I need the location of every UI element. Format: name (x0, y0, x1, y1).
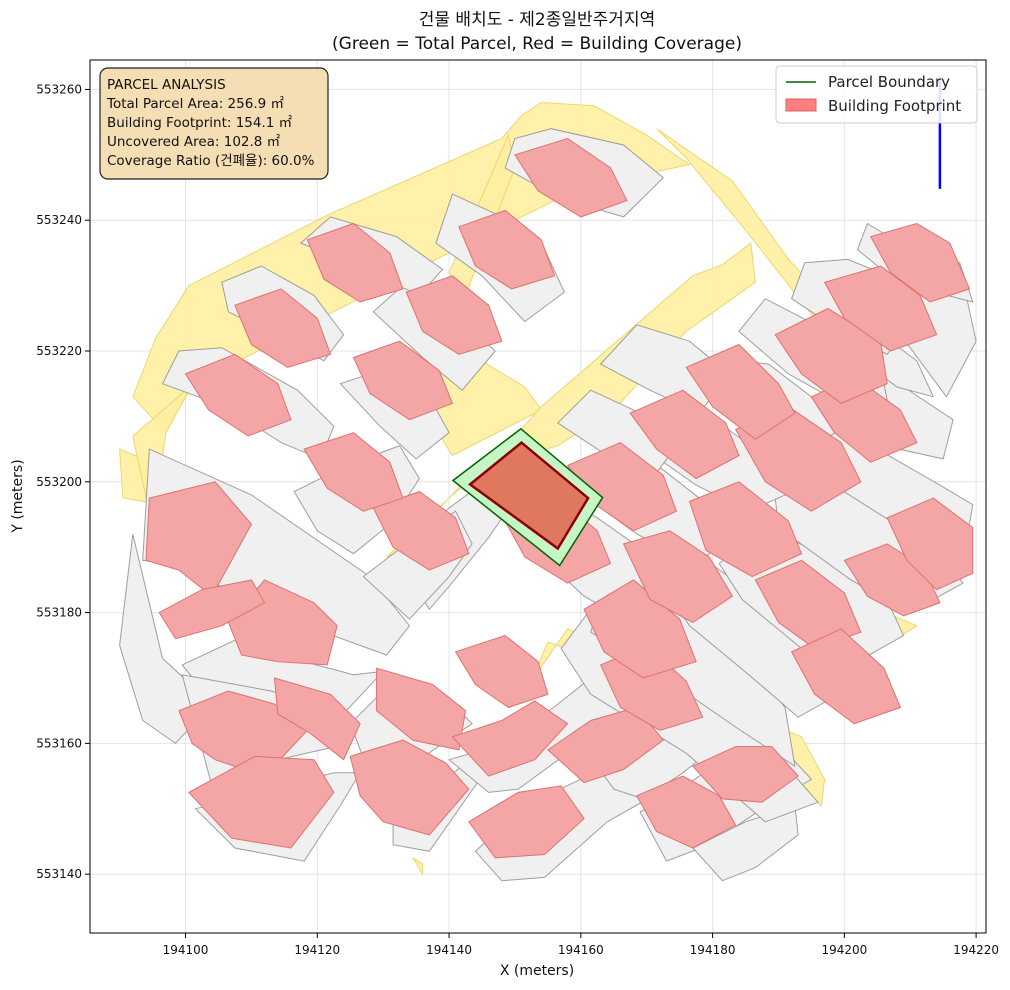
neighbor-parcel (691, 804, 799, 882)
y-tick-label: 553240 (36, 213, 82, 227)
y-tick-label: 553220 (36, 344, 82, 358)
building-footprint (273, 677, 361, 761)
building-footprint (184, 353, 292, 437)
building-footprint (187, 755, 335, 849)
info-line-total-area: Total Parcel Area: 256.9 ㎡ (106, 96, 284, 112)
x-tick-label: 194120 (294, 943, 340, 957)
building-footprint (158, 579, 266, 640)
building-footprint (451, 700, 569, 777)
chart-subtitle: (Green = Total Parcel, Red = Building Co… (332, 34, 742, 54)
legend: Parcel Boundary Building Footprint (775, 65, 978, 124)
x-tick-label: 194180 (690, 943, 736, 957)
building-footprint (303, 432, 404, 512)
axis-ticks: 194100 194120 194140 194160 194180 194200 1942… (36, 82, 999, 957)
parcel-analysis-box: PARCEL ANALYSIS Total Parcel Area: 256.9… (99, 67, 329, 180)
target-layer (451, 427, 604, 567)
building-footprint (234, 288, 332, 368)
building-footprint (774, 307, 888, 404)
info-line-title: PARCEL ANALYSIS (107, 77, 226, 93)
target-building (468, 440, 590, 551)
building-footprint (691, 746, 799, 803)
map-layers (119, 76, 977, 882)
legend-label-parcel-boundary: Parcel Boundary (828, 73, 950, 91)
plot-area: 194100 194120 194140 194160 194180 194200 1942… (36, 59, 999, 957)
legend-background (775, 65, 978, 124)
y-tick-label: 553200 (36, 475, 82, 489)
y-tick-label: 553260 (36, 82, 82, 96)
building-footprint (468, 785, 585, 859)
building-footprint (790, 628, 902, 725)
building-footprint (685, 343, 796, 440)
building-footprint (306, 222, 404, 303)
building-footprint (376, 667, 467, 751)
legend-label-building-footprint: Building Footprint (828, 97, 961, 115)
building-footprint (454, 634, 549, 708)
building-footprint (178, 690, 309, 777)
building-footprint (514, 137, 628, 218)
building-footprint (458, 209, 556, 290)
building-footprint (352, 340, 454, 421)
building-footprint (629, 389, 740, 480)
axes-frame (89, 59, 987, 934)
x-tick-label: 194200 (821, 943, 867, 957)
y-tick-label: 553180 (36, 606, 82, 620)
building-footprint (754, 559, 862, 650)
chart-title: 건물 배치도 - 제2종일반주거지역 (419, 10, 655, 30)
building-footprint (622, 530, 734, 623)
legend-swatch-building-footprint (785, 98, 817, 112)
building-footprint (886, 497, 974, 591)
y-tick-label: 553140 (36, 867, 82, 881)
building-footprint (583, 579, 697, 679)
x-tick-label: 194220 (953, 943, 999, 957)
x-axis-label: X (meters) (500, 963, 574, 979)
building-footprint (843, 543, 941, 617)
building-footprint (349, 739, 470, 836)
x-tick-label: 194100 (163, 943, 209, 957)
info-line-coverage-ratio: Coverage Ratio (건폐율): 60.0% (107, 153, 315, 169)
building-footprint (547, 706, 664, 784)
building-footprint (688, 481, 803, 578)
info-line-footprint: Building Footprint: 154.1 ㎡ (107, 115, 293, 131)
building-footprint (636, 775, 737, 849)
building-footprint (405, 275, 503, 355)
y-axis-label: Y (meters) (10, 459, 26, 533)
info-box-background (99, 67, 329, 180)
building-footprint (869, 222, 971, 303)
y-tick-label: 553160 (36, 736, 82, 750)
x-tick-label: 194160 (558, 943, 604, 957)
building-footprint (823, 265, 938, 352)
buildings-layer (145, 137, 974, 859)
info-line-uncovered: Uncovered Area: 102.8 ㎡ (107, 134, 281, 150)
road-polygon (412, 857, 424, 876)
building-footprint (372, 491, 470, 571)
x-tick-label: 194140 (426, 943, 472, 957)
